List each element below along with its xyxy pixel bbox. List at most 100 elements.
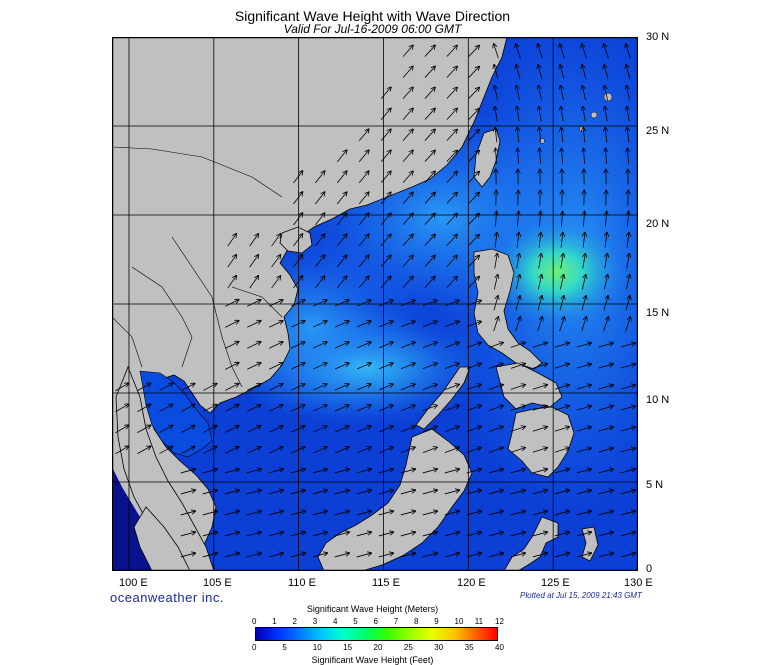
wave-direction-arrow (380, 108, 391, 120)
legend-meter-tick: 7 (393, 617, 399, 626)
wave-direction-arrow (181, 404, 194, 412)
wave-direction-arrow (620, 469, 635, 474)
wave-direction-arrow (247, 405, 260, 412)
wave-direction-arrow (516, 44, 521, 59)
wave-direction-arrow (312, 490, 327, 495)
wave-direction-arrow (269, 426, 283, 433)
land-sumatra (133, 506, 191, 571)
wave-direction-arrow (626, 44, 631, 59)
wave-direction-arrow (532, 427, 547, 432)
wave-direction-arrow (468, 277, 479, 288)
wave-direction-arrow (402, 108, 413, 120)
legend-meter-tick: 1 (272, 617, 277, 626)
wave-direction-arrow (583, 254, 586, 269)
wave-direction-arrow (356, 490, 371, 495)
wave-direction-arrow (380, 87, 391, 99)
wave-direction-arrow (290, 511, 305, 516)
legend-feet-tick: 35 (464, 643, 474, 652)
wave-direction-arrow (625, 317, 631, 332)
legend-meter-tick: 5 (353, 617, 358, 626)
wave-direction-arrow (561, 212, 562, 227)
wave-direction-arrow (598, 343, 613, 348)
wave-direction-arrow (532, 364, 547, 369)
wave-direction-arrow (358, 129, 369, 142)
legend-meter-tick: 10 (454, 617, 464, 626)
wave-direction-arrow (400, 490, 415, 495)
wave-direction-arrow (605, 254, 608, 269)
wave-direction-arrow (493, 317, 499, 332)
wave-direction-arrow (466, 511, 481, 516)
wave-direction-arrow (246, 469, 261, 474)
wave-direction-arrow (400, 447, 415, 454)
wave-direction-arrow (620, 343, 635, 348)
wave-direction-arrow (444, 532, 459, 537)
wave-direction-arrow (227, 255, 237, 268)
wave-direction-arrow (249, 276, 259, 289)
wave-direction-arrow (334, 469, 349, 474)
wave-direction-arrow (537, 275, 541, 290)
wave-direction-arrow (561, 233, 563, 248)
legend-feet-tick: 5 (282, 643, 287, 652)
wave-direction-arrow (269, 405, 283, 412)
wave-direction-arrow (315, 213, 324, 226)
wave-direction-arrow (539, 212, 540, 227)
wave-direction-arrow (358, 255, 369, 268)
wave-direction-arrow (271, 234, 281, 247)
wave-direction-arrow (137, 383, 150, 391)
wave-direction-arrow (620, 406, 635, 411)
wave-direction-arrow (246, 511, 261, 516)
wave-direction-arrow (538, 44, 543, 59)
wave-direction-arrow (627, 128, 629, 143)
wave-direction-arrow (271, 276, 281, 289)
wave-direction-arrow (336, 234, 346, 247)
wave-direction-arrow (468, 256, 479, 267)
legend-meter-tick: 9 (434, 617, 439, 626)
wave-direction-arrow (605, 107, 608, 122)
wave-direction-arrow (291, 342, 305, 349)
wave-direction-arrow (356, 405, 371, 412)
wave-direction-arrow (576, 490, 591, 495)
wave-direction-arrow (224, 511, 239, 516)
wave-height-map (112, 37, 638, 571)
wave-direction-arrow (510, 427, 525, 432)
wave-direction-arrow (356, 447, 371, 454)
wave-direction-arrow (468, 109, 479, 120)
wave-direction-arrow (532, 385, 547, 390)
country-borders (112, 146, 283, 388)
wave-direction-arrow (554, 532, 569, 537)
wave-direction-arrow (598, 385, 613, 390)
wave-direction-arrow (312, 553, 327, 558)
wave-direction-arrow (312, 300, 327, 307)
wave-direction-arrow (402, 45, 413, 57)
wave-direction-arrow (202, 511, 217, 516)
wave-direction-arrow (268, 469, 283, 474)
color-scale-bar (255, 627, 498, 641)
legend-meter-tick: 11 (474, 617, 484, 626)
wave-direction-arrow (312, 426, 327, 433)
wave-direction-arrow (444, 511, 459, 516)
wave-direction-arrow (554, 448, 569, 453)
wave-direction-arrow (559, 317, 565, 332)
wave-direction-arrow (446, 67, 457, 78)
wave-direction-arrow (620, 385, 635, 390)
wave-direction-arrow (380, 150, 391, 162)
wave-direction-arrow (181, 446, 194, 454)
wave-direction-arrow (291, 363, 305, 370)
wave-direction-arrow (446, 214, 457, 225)
map-frame (112, 37, 638, 571)
wave-direction-arrow (400, 511, 415, 516)
wave-direction-arrow (582, 44, 587, 59)
wave-direction-arrow (620, 427, 635, 432)
wave-direction-arrow (422, 300, 437, 307)
wave-direction-arrow (312, 342, 327, 349)
wave-direction-arrow (115, 425, 128, 434)
wave-direction-arrow (180, 511, 195, 516)
wave-direction-arrow (378, 532, 393, 537)
wave-direction-arrow (598, 490, 613, 495)
wave-direction-arrow (334, 384, 349, 391)
wave-direction-arrow (560, 44, 565, 59)
wave-direction-arrow (358, 171, 369, 184)
wave-direction-arrow (446, 277, 457, 288)
wave-direction-arrow (559, 275, 563, 290)
wave-direction-arrow (334, 511, 349, 516)
